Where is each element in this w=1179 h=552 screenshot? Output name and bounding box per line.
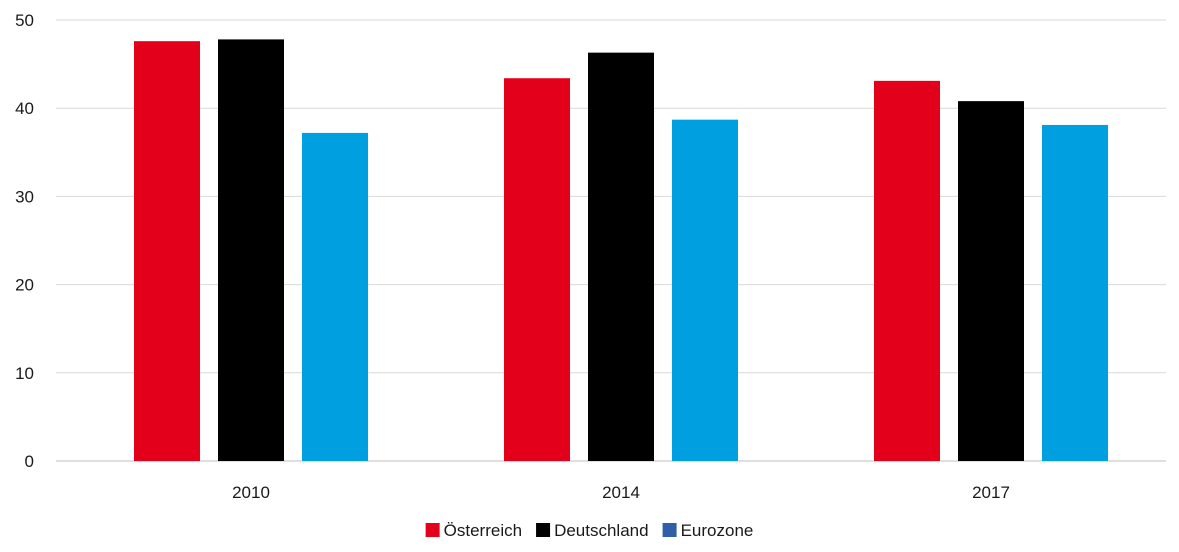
legend-swatch xyxy=(425,523,440,537)
bar-eurozone-2017 xyxy=(1042,124,1108,461)
y-tick-label: 30 xyxy=(15,187,34,206)
legend-item: Österreich xyxy=(425,521,522,540)
x-category-label: 2014 xyxy=(602,483,640,502)
bar-österreich-2014 xyxy=(504,78,570,461)
x-axis-categories: 2010 2014 2017 xyxy=(232,483,1010,502)
bar-deutschland-2017 xyxy=(958,101,1024,462)
y-tick-label: 0 xyxy=(25,452,34,471)
y-axis-ticks: 0 10 20 30 40 50 xyxy=(15,11,34,471)
y-tick-label: 50 xyxy=(15,11,34,30)
legend-item: Eurozone xyxy=(662,521,754,540)
bar-eurozone-2014 xyxy=(672,119,738,461)
y-tick-label: 40 xyxy=(15,99,34,118)
bar-deutschland-2010 xyxy=(218,39,284,462)
bars xyxy=(134,39,1108,462)
y-tick-label: 20 xyxy=(15,276,34,295)
y-tick-label: 10 xyxy=(15,364,34,383)
x-category-label: 2017 xyxy=(972,483,1010,502)
bar-österreich-2017 xyxy=(874,80,940,461)
legend-swatch xyxy=(662,523,677,537)
legend-label: Österreich xyxy=(444,521,522,540)
legend-swatch xyxy=(536,523,551,537)
legend-label: Deutschland xyxy=(554,521,649,540)
legend-item: Deutschland xyxy=(536,521,649,540)
legend-label: Eurozone xyxy=(681,521,754,540)
legend: Österreich Deutschland Eurozone xyxy=(425,521,754,540)
bar-deutschland-2014 xyxy=(588,52,654,461)
bar-österreich-2010 xyxy=(134,41,200,461)
x-category-label: 2010 xyxy=(232,483,270,502)
bar-eurozone-2010 xyxy=(302,132,368,461)
